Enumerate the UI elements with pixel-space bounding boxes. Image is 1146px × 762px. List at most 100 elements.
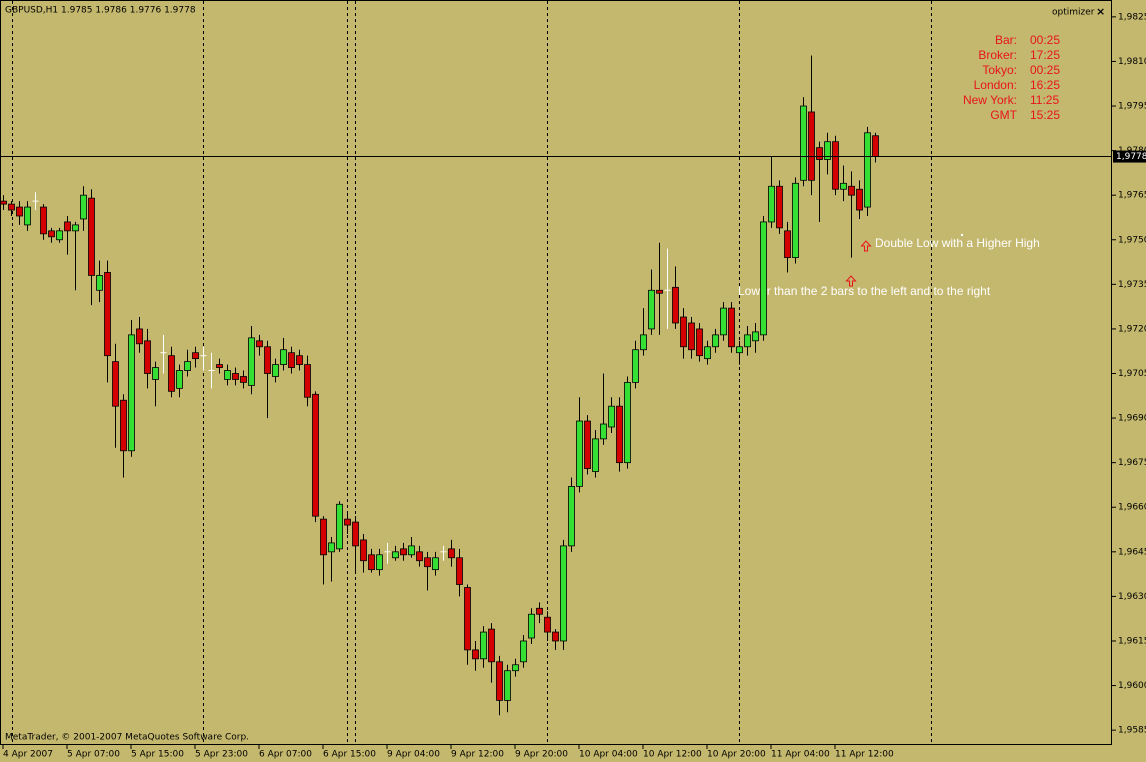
- x-tick-label: 5 Apr 23:00: [195, 750, 248, 760]
- candle-body: [280, 349, 287, 365]
- candle-body: [568, 486, 575, 547]
- candle-body: [96, 275, 103, 291]
- candle-body: [192, 352, 199, 360]
- candle-body: [248, 337, 255, 386]
- x-tick-label: 6 Apr 15:00: [323, 750, 376, 760]
- candle-body: [496, 661, 503, 701]
- candle-body: [168, 355, 175, 392]
- last-price-box: [1113, 150, 1146, 163]
- candle-body: [0, 200, 7, 205]
- y-tick-label: 1,9630: [1118, 592, 1146, 602]
- candle-body: [176, 370, 183, 389]
- candle-body: [336, 503, 343, 550]
- candle-body: [872, 135, 879, 157]
- plot-area: [0, 0, 1112, 745]
- candle-body: [808, 111, 815, 181]
- candle-body: [864, 132, 871, 208]
- y-tick-label: 1,9825: [1118, 12, 1146, 22]
- y-tick-label: 1,9615: [1118, 636, 1146, 646]
- close-button[interactable]: ×: [1096, 5, 1105, 18]
- candle-body: [400, 548, 407, 556]
- candle-body: [728, 307, 735, 348]
- clock-time: 17:25: [1030, 48, 1060, 62]
- candle-body: [504, 670, 511, 701]
- candle-body: [520, 640, 527, 663]
- candle-body: [816, 147, 823, 160]
- x-tick-label: 9 Apr 20:00: [515, 750, 568, 760]
- y-tick-label: 1,9795: [1118, 102, 1146, 112]
- candle-body: [424, 557, 431, 568]
- y-tick-label: 1,9660: [1118, 503, 1146, 513]
- candle-body: [232, 373, 239, 380]
- last-price-label: 1,9778: [1116, 152, 1146, 162]
- candle-body: [656, 289, 663, 294]
- clock-time: 00:25: [1030, 63, 1060, 77]
- x-tick-label: 9 Apr 04:00: [387, 750, 440, 760]
- y-tick-label: 1,9750: [1118, 235, 1146, 245]
- y-tick-label: 1,9645: [1118, 547, 1146, 557]
- candle-body: [616, 405, 623, 464]
- candle-body: [344, 518, 351, 526]
- candle-body: [472, 649, 479, 660]
- candle-body: [72, 224, 79, 232]
- y-tick-label: 1,9690: [1118, 414, 1146, 424]
- x-tick-label: 10 Apr 04:00: [579, 750, 638, 760]
- clock-label: London:: [974, 78, 1017, 92]
- candle-body: [376, 554, 383, 571]
- y-tick-label: 1,9735: [1118, 280, 1146, 290]
- candle-body: [312, 393, 319, 517]
- candle-body: [392, 551, 399, 559]
- candle-body: [528, 613, 535, 639]
- candle-body: [640, 334, 647, 351]
- candle-body: [832, 141, 839, 190]
- annotation: Double Low with a Higher High: [875, 236, 1040, 250]
- candle-body: [696, 328, 703, 357]
- candle-body: [688, 322, 695, 351]
- candle-body: [240, 376, 247, 383]
- x-tick-label: 6 Apr 07:00: [259, 750, 312, 760]
- candle-body: [840, 182, 847, 190]
- candle-body: [8, 203, 15, 211]
- candle-body: [536, 607, 543, 615]
- candle-body: [24, 206, 31, 226]
- candle-body: [128, 334, 135, 452]
- candle-body: [760, 221, 767, 336]
- candle-body: [632, 349, 639, 383]
- candle-body: [224, 370, 231, 380]
- marker-dot: [960, 233, 964, 237]
- candle-body: [800, 105, 807, 181]
- candle-body: [712, 334, 719, 348]
- y-tick-label: 1,9720: [1118, 324, 1146, 334]
- arrow-marker: [860, 240, 872, 252]
- candle-body: [848, 185, 855, 196]
- candle-body: [624, 382, 631, 464]
- candle-body: [752, 331, 759, 342]
- candle-body: [480, 631, 487, 660]
- clock-label: Bar:: [995, 33, 1017, 47]
- candle-body: [416, 551, 423, 562]
- candle-body: [600, 423, 607, 440]
- candle-body: [256, 340, 263, 348]
- x-tick-label: 9 Apr 12:00: [451, 750, 504, 760]
- candle-body: [272, 364, 279, 377]
- candle-body: [584, 420, 591, 470]
- candle-body: [368, 554, 375, 571]
- candle-body: [824, 141, 831, 160]
- window-name: optimizer: [1052, 8, 1095, 18]
- candle-body: [560, 545, 567, 642]
- candle-body: [320, 518, 327, 556]
- candle-body: [104, 272, 111, 357]
- clock-label: New York:: [963, 93, 1017, 107]
- x-tick-label: 5 Apr 15:00: [131, 750, 184, 760]
- candle-body: [488, 628, 495, 663]
- candle-body: [408, 545, 415, 556]
- candle-body: [592, 438, 599, 472]
- candle-body: [648, 289, 655, 330]
- candle-body: [328, 542, 335, 553]
- copyright: MetaTrader, © 2001-2007 MetaQuotes Softw…: [5, 733, 249, 743]
- clock-time: 15:25: [1030, 108, 1060, 122]
- clock-time: 11:25: [1030, 93, 1059, 107]
- clock-label: GMT: [990, 108, 1017, 122]
- x-tick-label: 10 Apr 12:00: [643, 750, 702, 760]
